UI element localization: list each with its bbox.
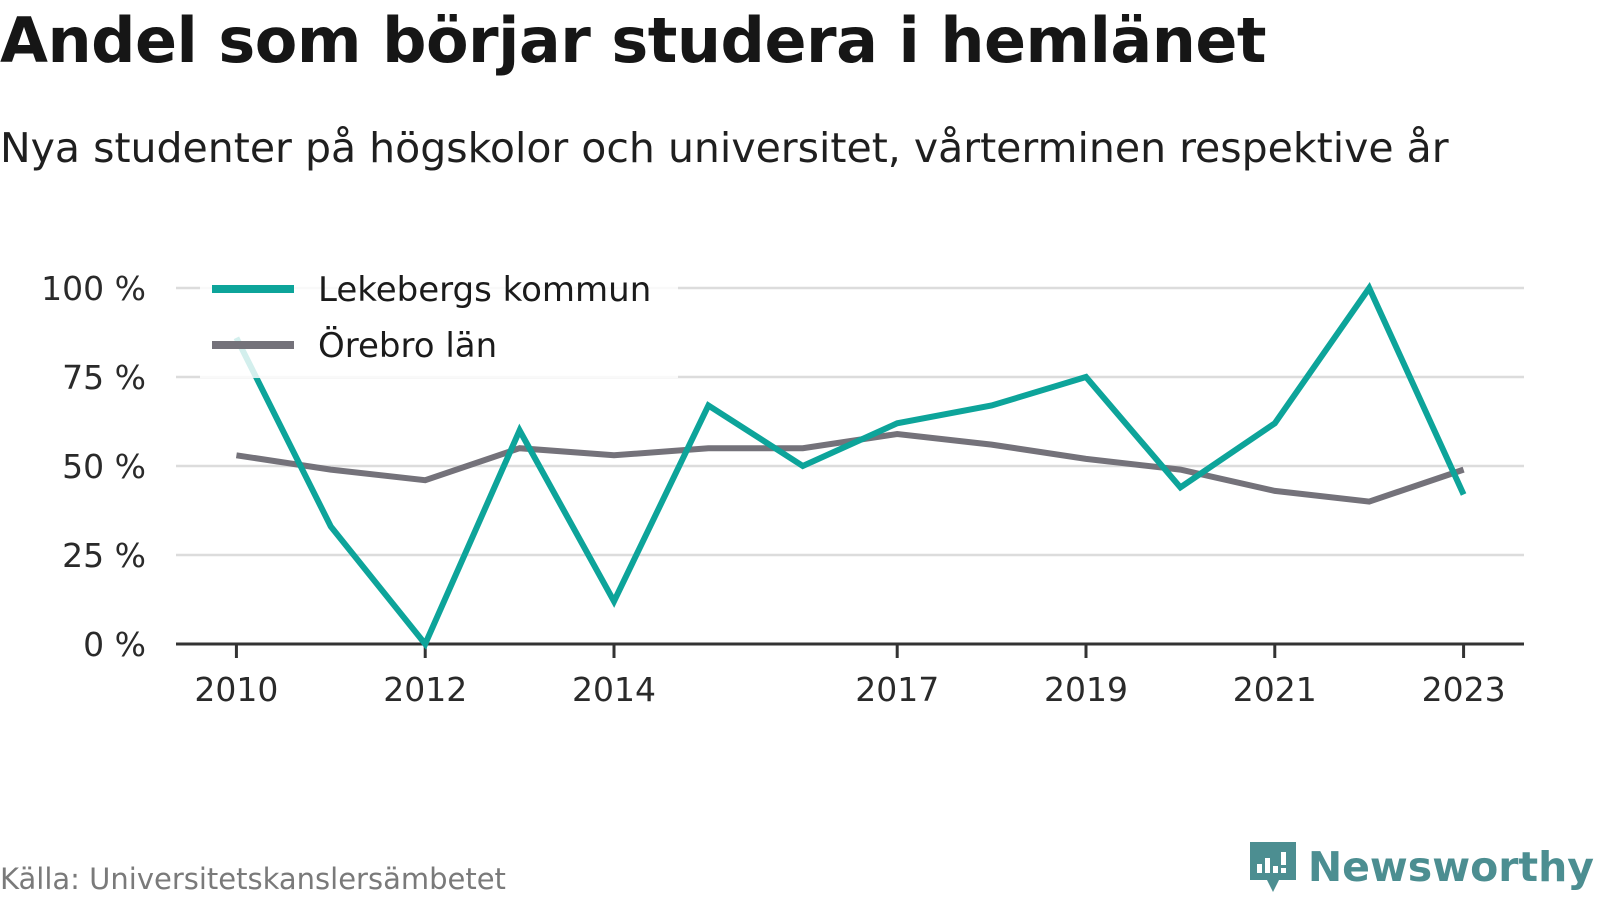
newsworthy-logo-icon [1249, 842, 1296, 892]
y-tick-label: 50 % [62, 447, 146, 486]
source-note: Källa: Universitetskanslersämbetet [0, 862, 506, 896]
brand-logo: Newsworthy [1248, 840, 1594, 894]
series-line-1 [235, 430, 1465, 505]
y-tick-label: 0 % [83, 625, 146, 664]
legend: Lekebergs kommun Örebro län [200, 262, 678, 378]
chart-subtitle: Nya studenter på högskolor och universit… [0, 124, 1449, 172]
y-tick-label: 75 % [62, 358, 146, 397]
y-tick-label: 25 % [62, 536, 146, 575]
x-tick-label: 2017 [855, 670, 939, 709]
legend-label: Lekebergs kommun [318, 270, 651, 310]
legend-label: Örebro län [318, 325, 497, 366]
x-axis-ticks: 2010 2012 2014 2017 2019 2021 2023 [194, 644, 1506, 709]
legend-background [200, 262, 678, 378]
series-line-0 [233, 281, 1467, 650]
x-tick-label: 2023 [1422, 670, 1506, 709]
y-axis-ticks: 0 % 25 % 50 % 75 % 100 % [41, 269, 146, 664]
brand-name: Newsworthy [1307, 843, 1594, 891]
x-tick-label: 2012 [383, 670, 467, 709]
x-tick-label: 2010 [194, 670, 278, 709]
chart-title: Andel som börjar studera i hemlänet [0, 4, 1267, 77]
line-chart: 0 %25 %50 %75 %100 % 2010 2012 2014 2017 201… [41, 262, 1524, 709]
y-tick-label: 100 % [41, 269, 146, 308]
x-tick-label: 2014 [572, 670, 656, 709]
x-tick-label: 2019 [1044, 670, 1128, 709]
x-tick-label: 2021 [1233, 670, 1317, 709]
series-lines [233, 281, 1467, 650]
